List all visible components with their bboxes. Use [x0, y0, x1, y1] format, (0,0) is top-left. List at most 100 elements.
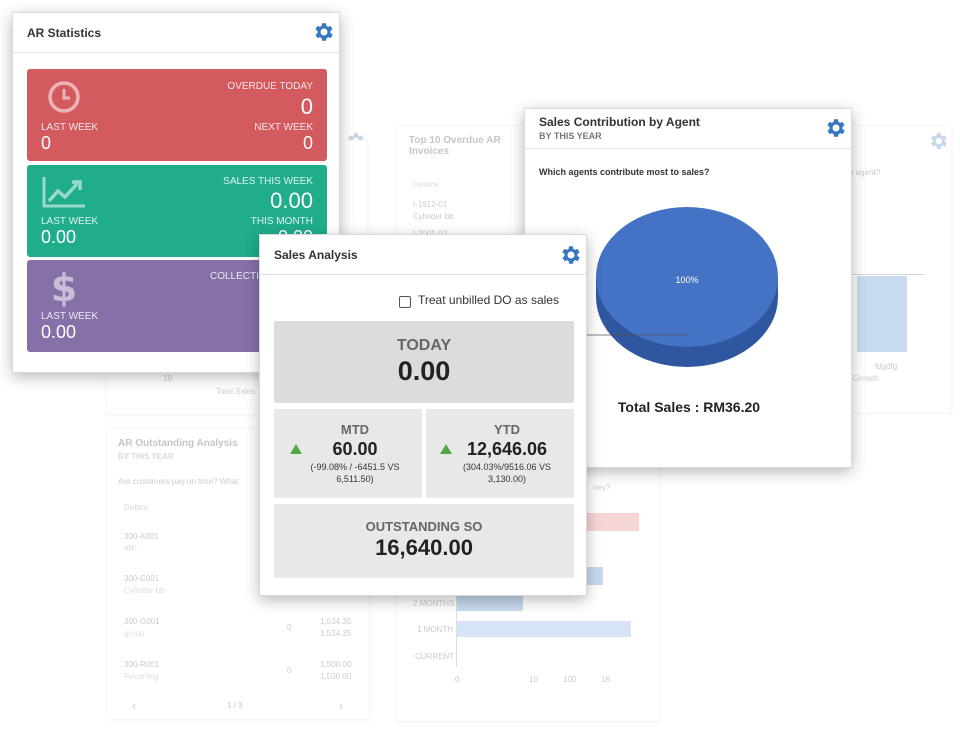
mtd-value: 60.00 — [332, 439, 378, 459]
bg-growth-question: h agent? — [849, 168, 881, 177]
bg-aging-bar — [457, 595, 523, 611]
bg-ar-outstanding-sub: BY THIS YEAR — [118, 452, 174, 461]
bg-debtor-code: 300-C001 — [124, 574, 160, 583]
today-label: TODAY — [396, 337, 452, 354]
gear-icon[interactable] — [558, 243, 582, 267]
bg-debtor-name: group — [124, 629, 145, 638]
bg-debtor-code: 300-G001 — [124, 617, 160, 626]
bg-debtor-code: 300-R001 — [124, 660, 160, 669]
outstanding-so-box: OUTSTANDING SO 16,640.00 — [274, 504, 574, 578]
bg-debtor-b: 1,500.00 — [320, 660, 352, 669]
dollar-icon: $ — [51, 267, 77, 307]
bg-axis-tick: 10 — [163, 374, 172, 383]
ytd-value: 12,646.06 — [466, 439, 548, 459]
bg-aging-tick: 100 — [563, 675, 577, 684]
bg-overdue-title: Top 10 Overdue AR Invoices — [409, 135, 501, 157]
sales-last-week-label: LAST WEEK — [41, 216, 99, 227]
mtd-detail: 6,511.50) — [336, 474, 374, 484]
sales-analysis-header: Sales Analysis — [260, 235, 586, 275]
outstanding-so-label: OUTSTANDING SO — [365, 519, 483, 534]
pie-slice — [596, 207, 778, 347]
bg-invoice-row: I-1912-01 — [413, 200, 448, 209]
bg-ar-outstanding-title: AR Outstanding Analysis — [118, 438, 238, 449]
mtd-detail: (-99.08% / -6451.5 VS — [310, 462, 400, 472]
collection-last-week-label: LAST WEEK — [41, 311, 99, 322]
bg-debtor-a: 0 — [287, 623, 292, 632]
sales-last-week-value: 0.00 — [41, 227, 77, 247]
overdue-last-week-value: 0 — [41, 133, 52, 153]
bg-aging-question: ney? — [593, 483, 611, 492]
ytd-detail: 3,130.00) — [487, 474, 527, 484]
gear-icon[interactable] — [823, 116, 847, 140]
collection-label: COLLECTION — [210, 271, 274, 282]
card-title: AR Statistics — [27, 26, 102, 40]
sales-tile[interactable]: SALES THIS WEEK 0.00 LAST WEEK 0.00 THIS… — [27, 165, 327, 257]
ytd-label: YTD — [494, 422, 520, 437]
card-title: Sales Contribution by Agent — [539, 115, 700, 129]
pie-chart[interactable]: 100% — [585, 189, 795, 379]
sales-this-month-label: THIS MONTH — [250, 216, 313, 227]
bg-aging-tick: 10 — [529, 675, 538, 684]
today-box: TODAY 0.00 — [274, 321, 574, 403]
bg-debtor-b: 1,534.35 — [320, 617, 352, 626]
bg-growth-label: Growth — [853, 374, 879, 383]
unbilled-do-label[interactable]: Treat unbilled DO as sales — [418, 293, 559, 307]
bg-aging-category: 1 MONTH — [417, 625, 453, 634]
gear-icon[interactable] — [311, 20, 335, 44]
bg-growth-line — [853, 274, 925, 275]
mtd-box: MTD 60.00 (-99.08% / -6451.5 VS 6,511.50… — [274, 409, 422, 498]
sales-this-week-label: SALES THIS WEEK — [223, 176, 313, 187]
up-arrow-icon — [440, 444, 452, 454]
ytd-detail: (304.03%/9516.06 VS — [462, 462, 552, 472]
clock-icon — [48, 81, 80, 113]
overdue-tile[interactable]: OVERDUE TODAY 0 LAST WEEK 0 NEXT WEEK 0 — [27, 69, 327, 161]
ytd-box: YTD 12,646.06 (304.03%/9516.06 VS 3,130.… — [426, 409, 574, 498]
bg-aging-bar — [457, 621, 631, 637]
bg-aging-category: 2 MONTHS — [413, 599, 455, 608]
overdue-today-value: 0 — [300, 94, 313, 119]
bg-pagination: 1 / 3 — [227, 701, 243, 710]
mtd-label: MTD — [340, 422, 370, 437]
gear-icon — [931, 132, 947, 150]
unbilled-do-checkbox[interactable] — [399, 296, 411, 308]
bg-debtor-c: 1,534.35 — [320, 629, 352, 638]
bg-axis-label: Total Sales — [216, 387, 256, 396]
bg-debtor-c: 1,500.00 — [320, 672, 352, 681]
bg-aging-tick: 1K — [601, 675, 611, 684]
outstanding-so-value: 16,640.00 — [375, 535, 473, 560]
bg-ar-question: Are customers pay on time? What — [118, 477, 239, 486]
gear-icon — [348, 132, 364, 150]
overdue-next-week-value: 0 — [302, 133, 313, 153]
overdue-last-week-label: LAST WEEK — [41, 122, 99, 133]
today-value: 0.00 — [397, 356, 451, 386]
bg-debtor-a: 0 — [287, 666, 292, 675]
chart-question: Which agents contribute most to sales? — [539, 167, 710, 177]
sales-contribution-header: Sales Contribution by Agent BY THIS YEAR — [525, 109, 851, 149]
overdue-next-week-label: NEXT WEEK — [254, 122, 313, 133]
sales-analysis-card: Sales Analysis Treat unbilled DO as sale… — [259, 234, 587, 596]
ar-statistics-header: AR Statistics — [13, 13, 339, 53]
collection-last-week-value: 0.00 — [41, 322, 77, 342]
trend-chart-icon — [42, 177, 85, 208]
bg-aging-category: CURRENT — [415, 652, 455, 661]
bg-col-invoice: Invoice — [413, 180, 439, 189]
ar-statistics-card: AR Statistics OVERDUE TODAY 0 LAST WEEK … — [12, 12, 340, 373]
bg-debtor-name: abc — [124, 543, 137, 552]
chevron-left-icon: ‹ — [132, 699, 136, 713]
svg-text:$: $ — [51, 267, 77, 307]
up-arrow-icon — [290, 444, 302, 454]
bg-invoice-row-desc: Cylinder bb — [413, 212, 454, 221]
sales-this-week-value: 0.00 — [270, 188, 313, 213]
bg-debtor-code: 300-A001 — [124, 532, 159, 541]
bg-debtor-name: Recurring — [124, 672, 159, 681]
bg-aging-tick: 0 — [455, 675, 460, 684]
bg-invoice-row: I-2001-02 — [413, 229, 447, 238]
pie-slice-label: 100% — [675, 275, 698, 285]
chevron-right-icon: › — [339, 699, 343, 713]
overdue-today-label: OVERDUE TODAY — [227, 81, 313, 92]
card-title: Sales Analysis — [274, 248, 358, 262]
card-subtitle: BY THIS YEAR — [539, 131, 602, 141]
bg-col-debtor: Debtor — [124, 503, 149, 512]
bg-growth-bar — [857, 276, 907, 352]
bg-debtor-name: Cylinder bb — [124, 586, 165, 595]
